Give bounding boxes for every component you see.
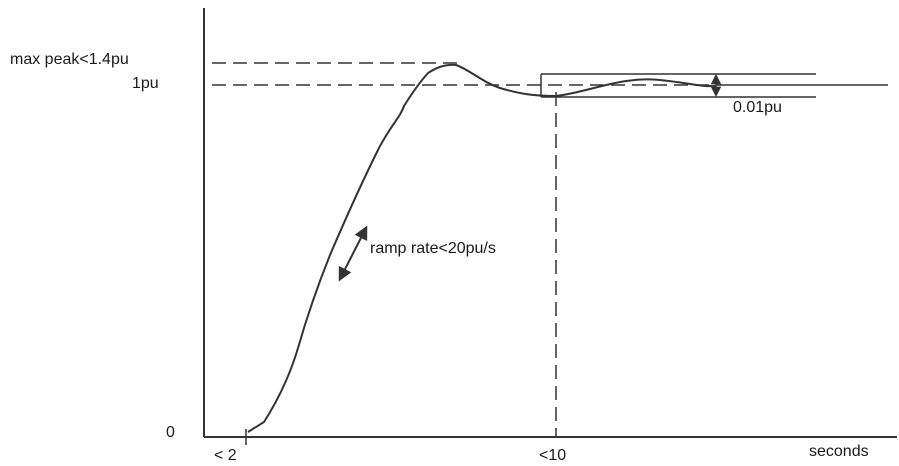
zero-label: 0 bbox=[166, 424, 175, 441]
settling-time-label: <10 bbox=[539, 447, 567, 464]
response-curve bbox=[247, 63, 717, 433]
x-axis-unit-label: seconds bbox=[809, 443, 869, 460]
start-time-label: < 2 bbox=[214, 447, 237, 464]
one-pu-label: 1pu bbox=[132, 75, 159, 92]
band-width-label: 0.01pu bbox=[733, 99, 782, 116]
max-peak-label: max peak<1.4pu bbox=[10, 51, 129, 68]
ramp-rate-arrow bbox=[338, 225, 368, 282]
ramp-rate-label: ramp rate<20pu/s bbox=[370, 240, 496, 257]
